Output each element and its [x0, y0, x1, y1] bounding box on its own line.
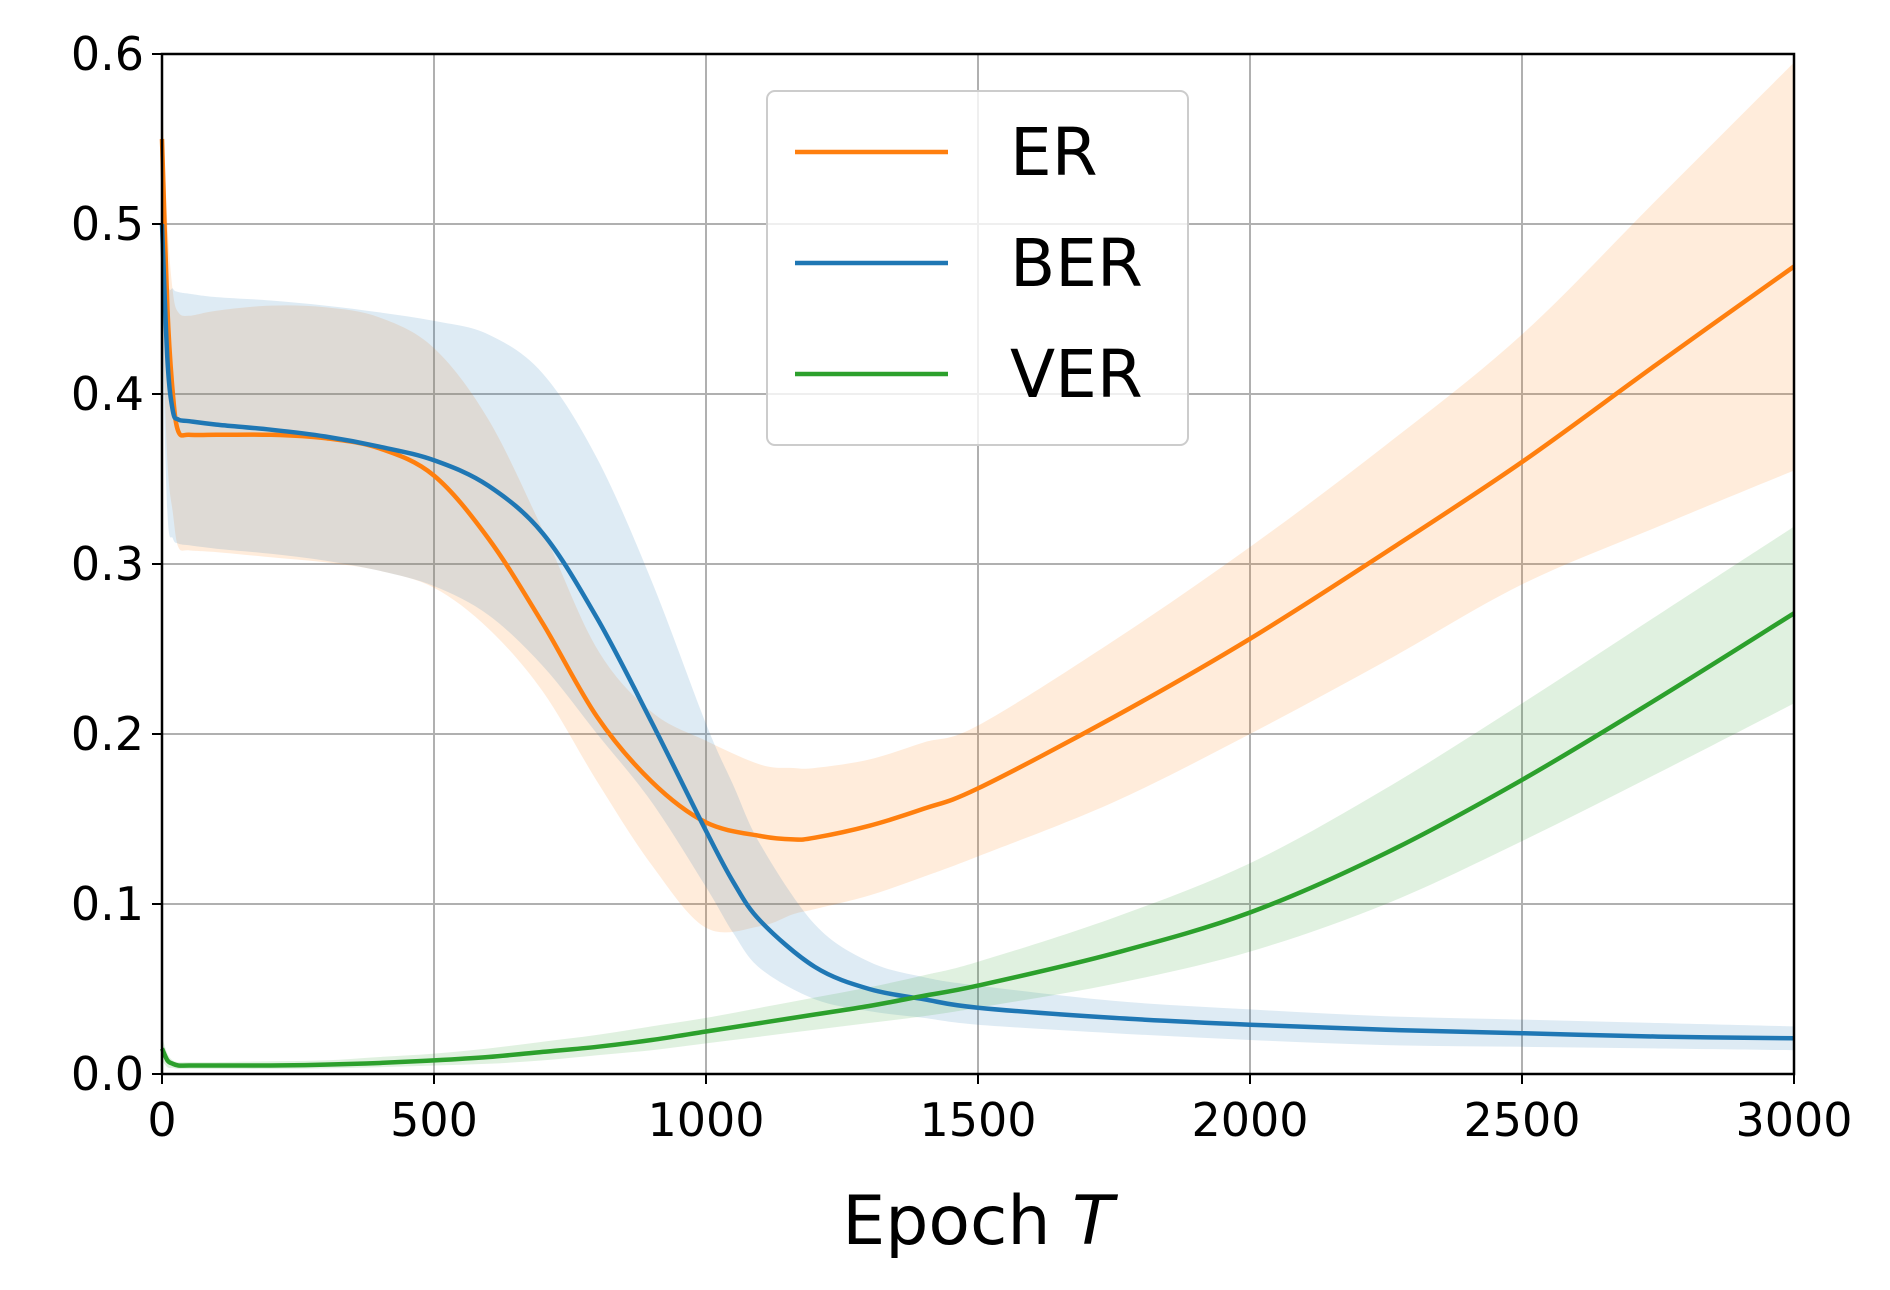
- series-lines: [159, 138, 1796, 1068]
- y-tick-label: 0.4: [71, 367, 144, 421]
- x-axis-ticks: 0 500 1000 1500 2000 2500 3000: [147, 1074, 1853, 1147]
- er-series-line: [159, 138, 1796, 842]
- x-tick-label: 500: [390, 1093, 478, 1147]
- x-tick-label: 0: [147, 1093, 176, 1147]
- x-tick-label: 2000: [1191, 1093, 1308, 1147]
- ver-series-line: [159, 611, 1796, 1068]
- ber-series-line: [159, 223, 1795, 1041]
- y-axis-ticks: 0.0 0.1 0.2 0.3 0.4 0.5 0.6: [71, 27, 162, 1101]
- ber-confidence-band: [162, 139, 1794, 1051]
- y-tick-label: 0.1: [71, 877, 144, 931]
- x-tick-label: 1000: [647, 1093, 764, 1147]
- x-tick-label: 1500: [919, 1093, 1036, 1147]
- ver-confidence-band: [162, 526, 1794, 1069]
- legend: ER BER VER: [766, 90, 1189, 446]
- ver-legend-label: VER: [1010, 336, 1143, 413]
- ber-legend-label: BER: [1010, 225, 1143, 302]
- x-tick-label: 2500: [1463, 1093, 1580, 1147]
- er-confidence-band: [162, 62, 1794, 933]
- confidence-bands: [162, 62, 1794, 1069]
- legend-box: [766, 90, 1189, 446]
- y-tick-label: 0.3: [71, 537, 144, 591]
- y-tick-label: 0.6: [71, 27, 144, 81]
- x-axis-label-variable: T: [1072, 1182, 1118, 1261]
- y-tick-label: 0.5: [71, 197, 144, 251]
- y-tick-label: 0.2: [71, 707, 144, 761]
- x-axis-label: Epoch T: [842, 1182, 1118, 1261]
- y-tick-label: 0.0: [71, 1047, 144, 1101]
- x-tick-label: 3000: [1735, 1093, 1852, 1147]
- er-legend-label: ER: [1010, 114, 1098, 191]
- x-axis-label-text: Epoch: [842, 1182, 1050, 1261]
